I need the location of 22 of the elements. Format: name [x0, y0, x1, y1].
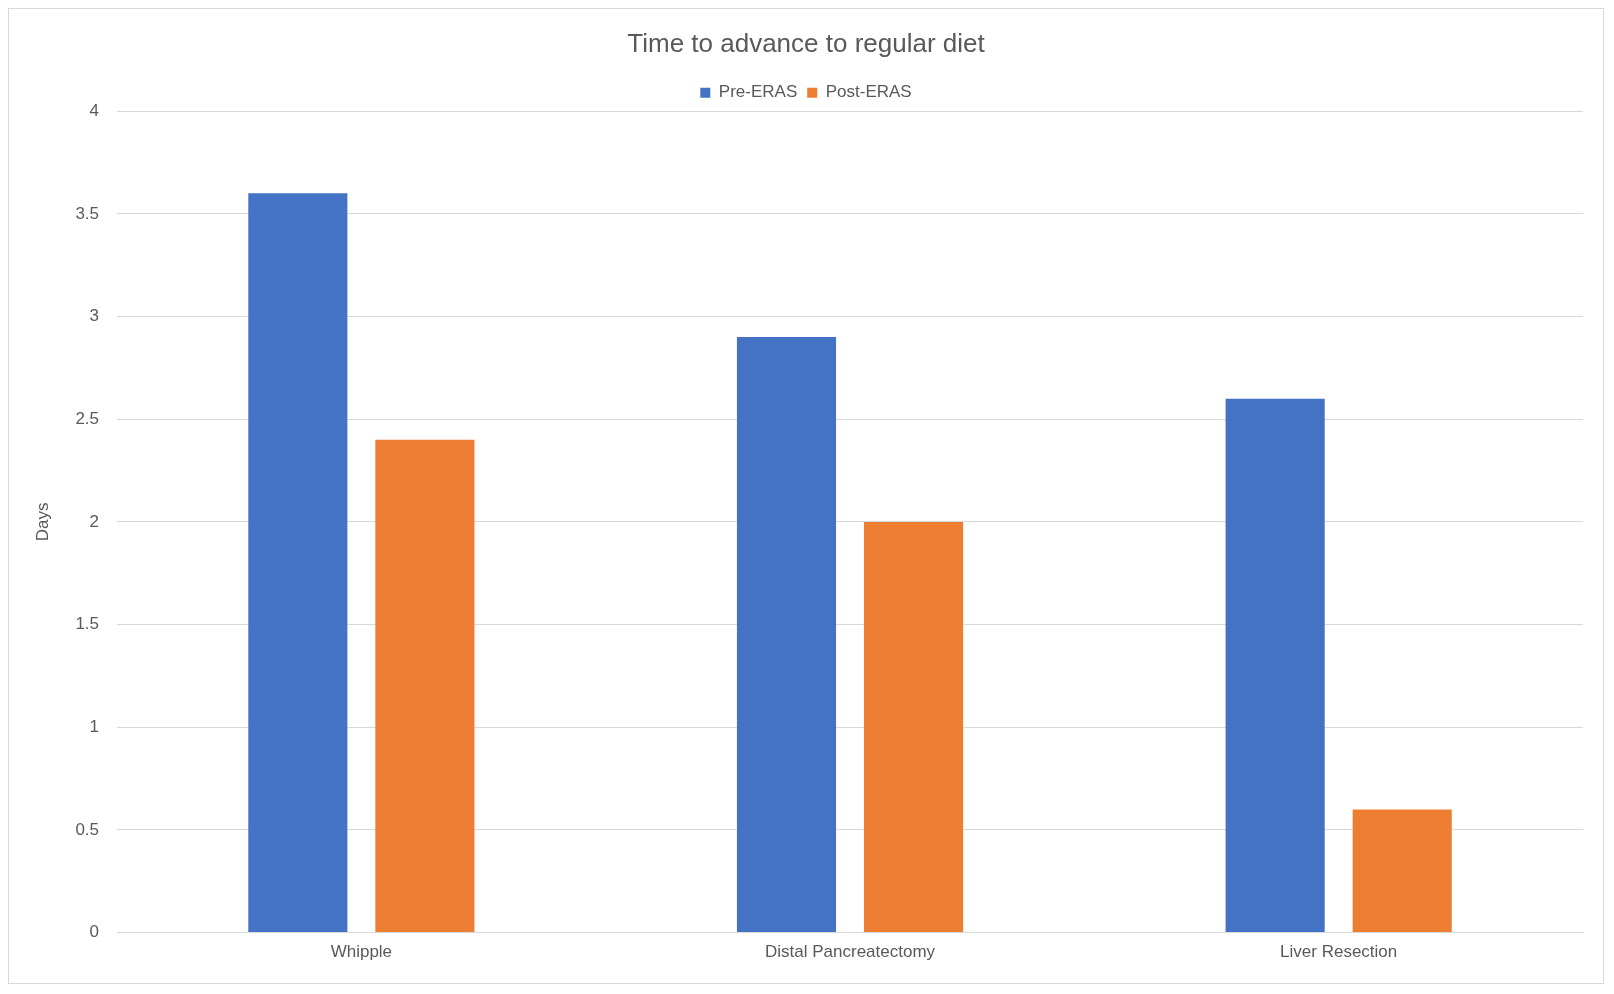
x-tick-label: Distal Pancreatectomy — [764, 942, 936, 962]
y-tick-label: 3.5 — [75, 203, 100, 223]
y-axis-title: Days — [32, 502, 52, 542]
legend-label: Post-ERAS — [825, 82, 912, 102]
x-tick-label: Whipple — [330, 942, 393, 962]
legend-label: Pre-ERAS — [718, 82, 798, 102]
bar — [863, 521, 964, 933]
bar — [248, 193, 348, 933]
y-tick-label: 1.5 — [75, 614, 100, 634]
bar — [1225, 398, 1325, 933]
bar — [736, 337, 837, 933]
x-tick-label: Liver Resection — [1280, 942, 1398, 962]
y-tick-label: 2 — [89, 511, 100, 531]
y-tick-label: 0.5 — [75, 819, 100, 839]
bar — [375, 439, 475, 933]
chart-title: Time to advance to regular diet — [627, 27, 986, 58]
y-tick-label: 2.5 — [75, 408, 100, 428]
y-tick-label: 4 — [89, 100, 100, 120]
y-tick-label: 0 — [89, 922, 100, 942]
y-tick-label: 1 — [89, 716, 100, 736]
y-tick-label: 3 — [89, 306, 100, 326]
bar — [1352, 809, 1452, 933]
